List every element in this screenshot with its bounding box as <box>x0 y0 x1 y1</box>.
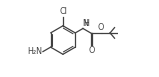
Text: O: O <box>98 23 104 32</box>
Text: H: H <box>83 19 89 28</box>
Text: H₂N: H₂N <box>27 48 42 56</box>
Text: O: O <box>88 46 94 55</box>
Text: N: N <box>82 19 88 28</box>
Text: Cl: Cl <box>59 7 67 16</box>
